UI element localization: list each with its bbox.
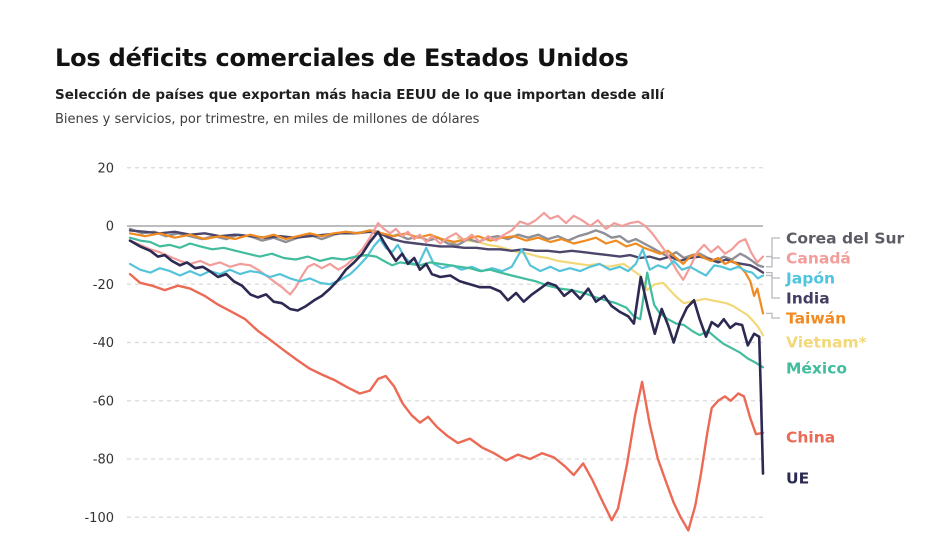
y-axis-tick-label: 20 [97, 161, 114, 176]
legend-leader-line [766, 312, 780, 319]
legend-label-India: India [786, 290, 830, 308]
series-line-China [128, 272, 765, 532]
page-title: Los déficits comerciales de Estados Unid… [55, 44, 629, 72]
y-axis-tick-label: -60 [93, 394, 114, 409]
y-axis-tick-label: -20 [93, 278, 114, 293]
y-axis-tick-label: -40 [93, 336, 114, 351]
legend-leader-line [766, 271, 780, 299]
series-line-Corea del Sur [128, 227, 765, 268]
y-axis-tick-label: -100 [84, 511, 114, 526]
series-line-Taiwán [128, 229, 765, 315]
chart-unit-note: Bienes y servicios, por trimestre, en mi… [55, 112, 480, 127]
legend-label-China: China [786, 429, 835, 447]
legend-label-UE: UE [786, 470, 809, 488]
legend-leader-line [766, 255, 780, 259]
legend-label-Canadá: Canadá [786, 250, 851, 268]
series-line-UE [128, 230, 765, 475]
chart-subtitle: Selección de países que exportan más hac… [55, 87, 665, 103]
y-axis-tick-label: -80 [93, 453, 114, 468]
series-line-Vietnam* [456, 236, 765, 337]
y-axis-tick-label: 0 [106, 220, 114, 235]
legend-label-Corea del Sur: Corea del Sur [786, 230, 905, 248]
legend-label-Japón: Japón [785, 270, 835, 288]
legend-leader-line [766, 274, 780, 279]
legend-label-Taiwán: Taiwán [786, 310, 846, 328]
legend-leader-line [766, 237, 780, 268]
legend-label-México: México [786, 360, 847, 378]
legend-label-Vietnam*: Vietnam* [786, 334, 867, 352]
